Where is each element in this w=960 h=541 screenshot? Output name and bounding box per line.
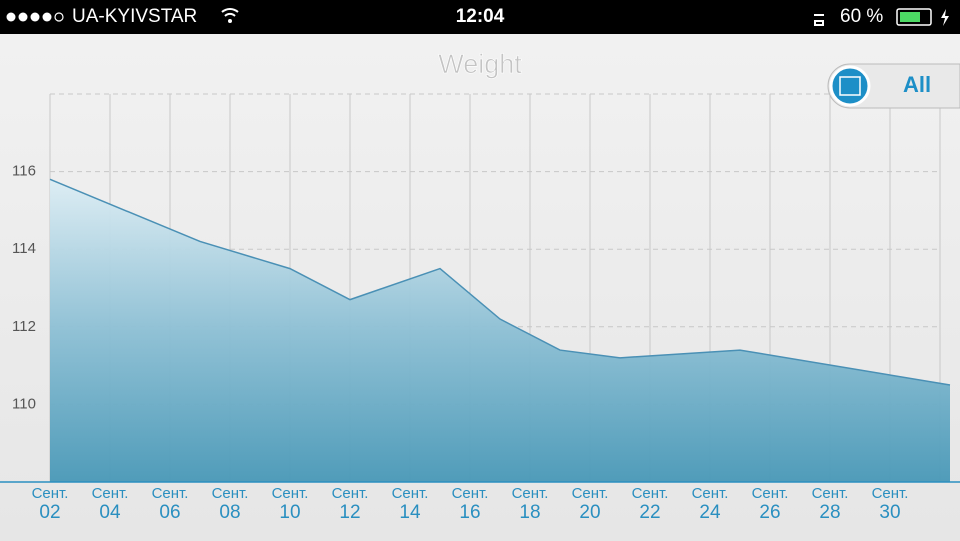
x-tick-label: Сент. 16 (452, 485, 489, 523)
plot: Сент. 02 Сент. 04 Сент. 06 Сент. 08 Сент. 10 Сент.… (0, 93, 960, 523)
x-tick-label: Сент. 14 (392, 485, 429, 523)
x-tick-label: Сент. 12 (332, 485, 369, 523)
x-tick-label: Сент. 18 (512, 485, 549, 523)
signal (6, 12, 64, 22)
y-tick-label: 114 (12, 240, 36, 257)
chart-title: Weight (438, 49, 522, 79)
x-tick-label: Сент. 30 (872, 485, 909, 523)
x-tick-label: Сент. 24 (692, 485, 729, 523)
x-tick-label: Сент. 26 (752, 485, 789, 523)
x-tick-label: Сент. 22 (632, 485, 669, 523)
x-tick-label: Сент. 02 (32, 485, 69, 523)
battery-level (900, 12, 920, 22)
calendar-grid (839, 76, 861, 96)
clock: 12:04 (456, 6, 505, 27)
calendar-icon[interactable] (829, 65, 871, 107)
x-tick-label: Сент. 20 (572, 485, 609, 523)
charging-icon (941, 9, 949, 26)
wifi-dot (228, 19, 232, 23)
button-label[interactable]: All (903, 72, 931, 97)
x-tick-label: Сент. 08 (212, 485, 249, 523)
x-tick-label: Сент. 28 (812, 485, 849, 523)
x-tick-label: Сент. 04 (92, 485, 129, 523)
x-tick-label: Сент. 06 (152, 485, 189, 523)
y-tick-label: 110 (12, 395, 36, 412)
x-tick-label: Сент. 10 (272, 485, 309, 523)
y-tick-label: 116 (12, 163, 36, 180)
area-fill (50, 179, 950, 483)
battery (896, 8, 932, 26)
carrier: UA-KYIVSTAR (72, 6, 197, 27)
all-button[interactable]: All (827, 63, 960, 109)
wifi (221, 8, 239, 17)
battery-percent: 60 % (840, 6, 883, 27)
y-tick-label: 112 (12, 318, 36, 335)
status-bar (0, 0, 960, 34)
phone-icon (814, 14, 824, 26)
area-line (49, 178, 951, 386)
